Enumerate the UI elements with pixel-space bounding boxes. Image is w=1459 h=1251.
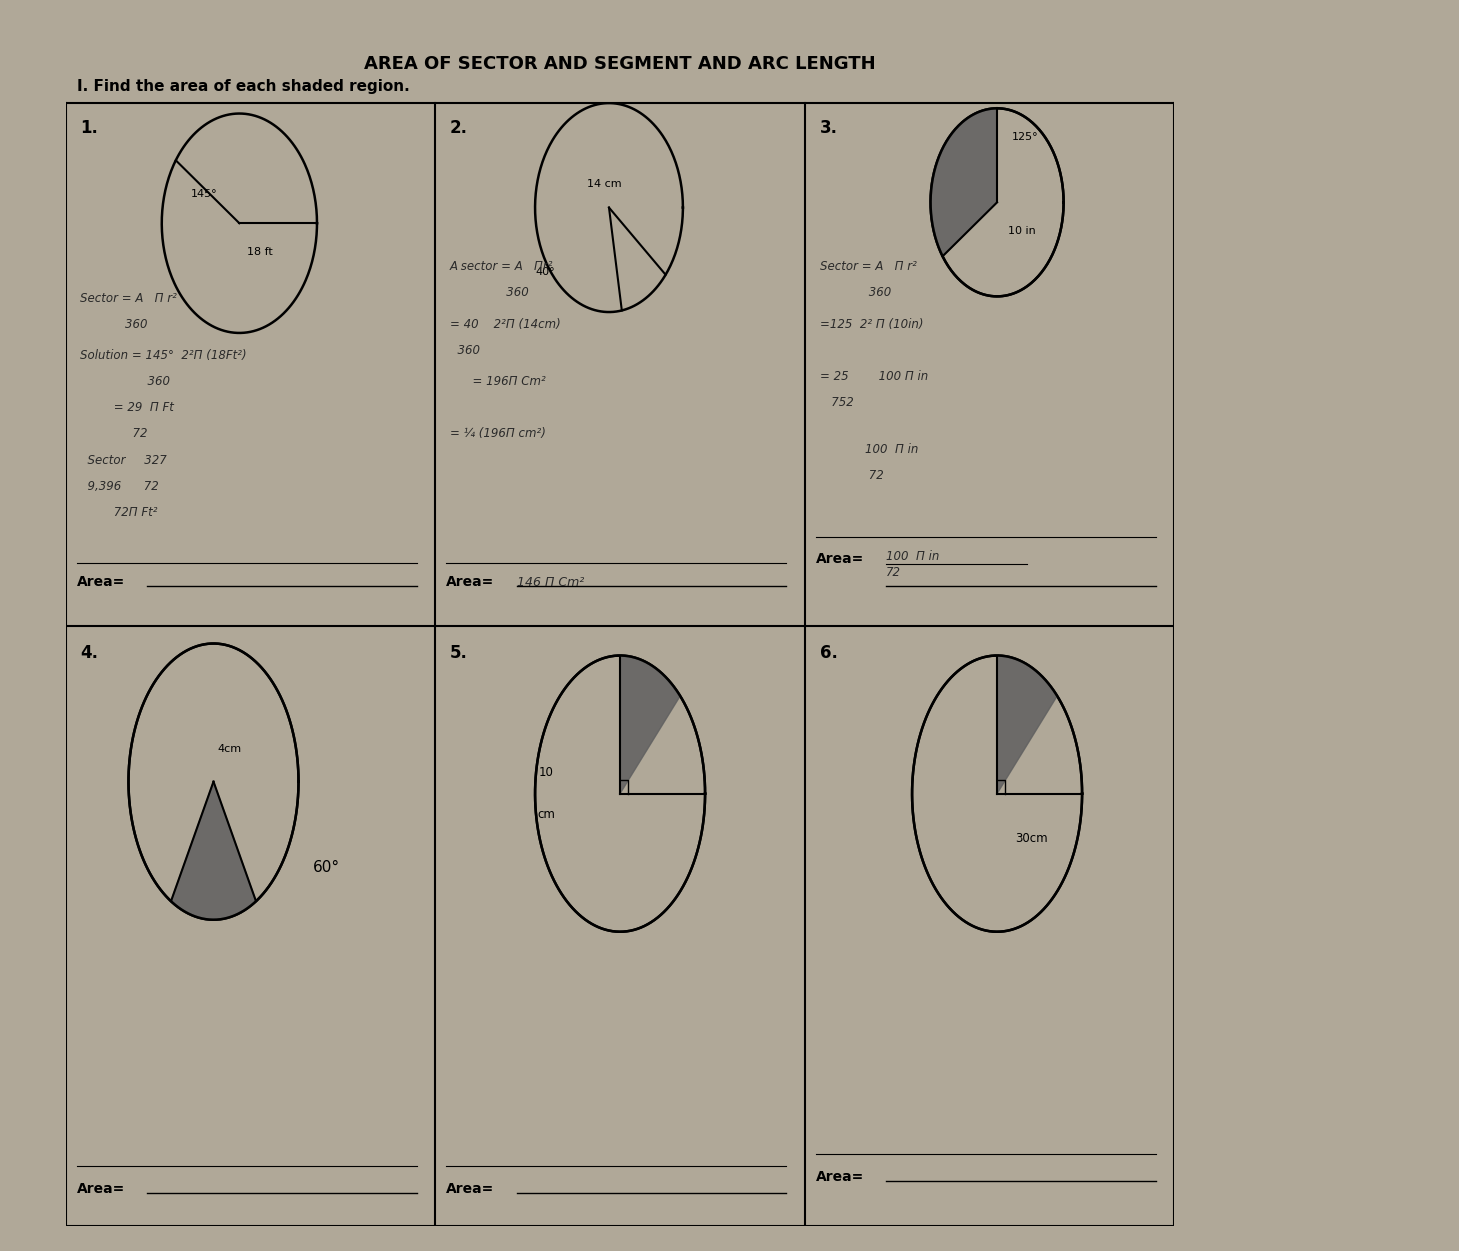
Text: 100  Π in: 100 Π in xyxy=(820,443,918,457)
Text: Solution = 145°  2²Π (18Ft²): Solution = 145° 2²Π (18Ft²) xyxy=(80,349,247,362)
Text: 752: 752 xyxy=(820,397,854,409)
Text: =125  2² Π (10in): =125 2² Π (10in) xyxy=(820,318,924,330)
Text: 10: 10 xyxy=(538,766,553,778)
Text: 10 in: 10 in xyxy=(1008,225,1036,235)
Text: Area=: Area= xyxy=(77,1182,125,1196)
Text: Sector = A   Π r²: Sector = A Π r² xyxy=(820,260,916,273)
Text: = ¼ (196Π cm²): = ¼ (196Π cm²) xyxy=(449,428,546,440)
Polygon shape xyxy=(996,656,1058,793)
Text: 72: 72 xyxy=(820,469,883,482)
Text: 5.: 5. xyxy=(449,643,468,662)
Text: 9,396      72: 9,396 72 xyxy=(80,479,159,493)
Text: Area=: Area= xyxy=(446,1182,495,1196)
Text: 360: 360 xyxy=(449,286,528,299)
Text: 360: 360 xyxy=(820,286,891,299)
Text: 4.: 4. xyxy=(80,643,98,662)
Text: 1.: 1. xyxy=(80,119,98,136)
Text: Area=: Area= xyxy=(816,1170,864,1183)
Polygon shape xyxy=(171,782,255,919)
Text: Area=: Area= xyxy=(816,552,864,565)
Text: I. Find the area of each shaded region.: I. Find the area of each shaded region. xyxy=(77,79,410,94)
Text: 60°: 60° xyxy=(314,859,340,874)
Polygon shape xyxy=(931,109,996,256)
Text: 360: 360 xyxy=(449,344,480,357)
Text: 146 Π Cm²: 146 Π Cm² xyxy=(516,577,584,589)
Text: AREA OF SECTOR AND SEGMENT AND ARC LENGTH: AREA OF SECTOR AND SEGMENT AND ARC LENGT… xyxy=(365,55,875,73)
Text: 360: 360 xyxy=(80,318,147,330)
Text: 30cm: 30cm xyxy=(1015,832,1048,844)
Text: 125°: 125° xyxy=(1013,131,1039,141)
Text: Sector     327: Sector 327 xyxy=(80,454,168,467)
Text: 14 cm: 14 cm xyxy=(587,179,622,189)
Text: = 25        100 Π in: = 25 100 Π in xyxy=(820,370,928,383)
Text: Sector = A   Π r²: Sector = A Π r² xyxy=(80,291,178,304)
Text: 18 ft: 18 ft xyxy=(247,246,273,256)
Text: 72Π Ft²: 72Π Ft² xyxy=(80,505,158,519)
Text: 360: 360 xyxy=(80,375,171,388)
Text: 100  Π in: 100 Π in xyxy=(886,550,940,563)
Text: 6.: 6. xyxy=(820,643,837,662)
Text: cm: cm xyxy=(537,808,554,821)
Text: 3.: 3. xyxy=(820,119,837,136)
Text: = 29  Π Ft: = 29 Π Ft xyxy=(80,402,174,414)
Text: A sector = A   Πr²: A sector = A Πr² xyxy=(449,260,553,273)
Text: Area=: Area= xyxy=(77,575,125,589)
Text: 72: 72 xyxy=(80,428,147,440)
Polygon shape xyxy=(620,656,680,793)
Text: 145°: 145° xyxy=(191,189,217,199)
Text: 4cm: 4cm xyxy=(217,743,241,753)
Text: Area=: Area= xyxy=(446,575,495,589)
Text: = 196Π Cm²: = 196Π Cm² xyxy=(465,375,546,388)
Text: 72: 72 xyxy=(886,565,902,579)
Text: 2.: 2. xyxy=(449,119,468,136)
Text: = 40    2²Π (14cm): = 40 2²Π (14cm) xyxy=(449,318,560,330)
Text: 40°: 40° xyxy=(535,268,554,278)
